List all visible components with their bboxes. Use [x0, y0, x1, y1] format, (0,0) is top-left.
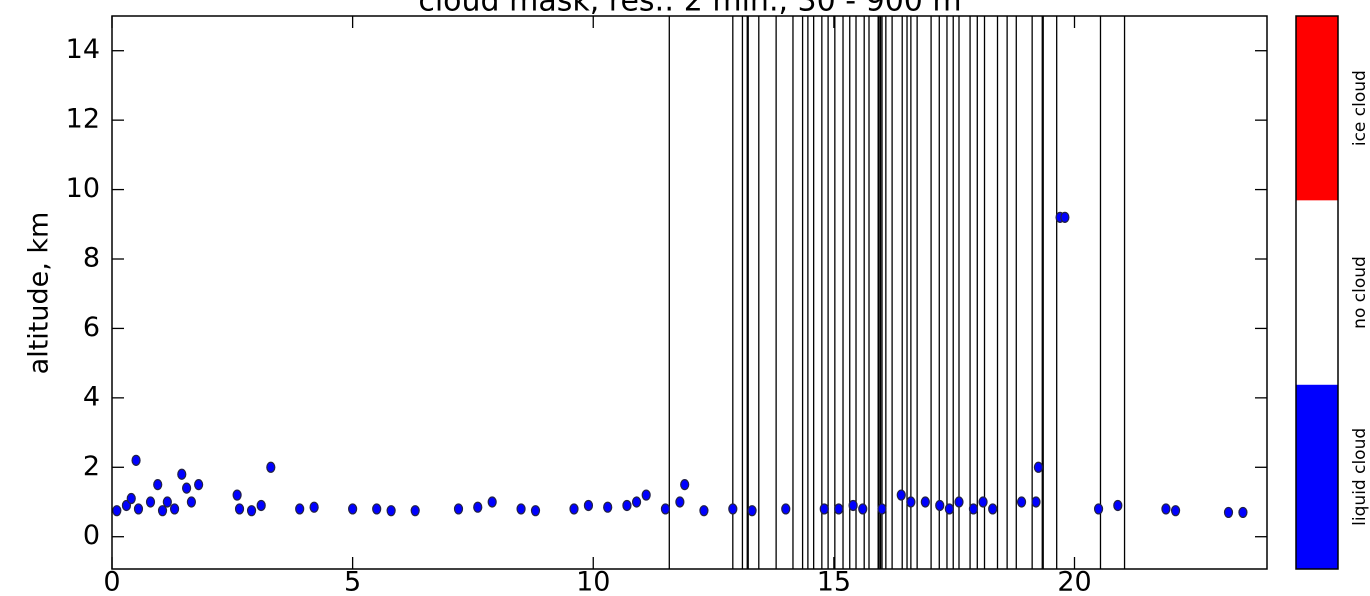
cloud-patch [641, 489, 651, 501]
cloud-patch [680, 479, 690, 491]
x-tick-label: 10 [576, 567, 610, 596]
cloud-patch [386, 505, 396, 517]
cloud-patch [1016, 496, 1027, 508]
cloud-patch [295, 503, 305, 515]
cloud-patch [728, 503, 738, 515]
cloud-patch [194, 479, 204, 491]
cloud-patch [569, 503, 579, 515]
cloud-patch [583, 499, 594, 512]
cloud-patch [877, 503, 887, 515]
cloud-patch [232, 489, 242, 501]
cloud-patch [935, 499, 945, 512]
x-tick-label: 5 [344, 567, 361, 596]
cloud-patch [169, 503, 180, 515]
y-tick-label: 14 [66, 34, 100, 65]
cloud-patch [186, 496, 197, 508]
cloud-patch [631, 496, 642, 508]
cloud-patch [660, 503, 671, 515]
cloud-patch [1060, 211, 1070, 223]
cloud-patch [920, 496, 930, 508]
x-tick-label: 20 [1057, 567, 1091, 596]
cloud-patch [834, 503, 844, 515]
cloud-patch [954, 496, 964, 508]
cloud-patch [1223, 506, 1234, 519]
cloud-patch [622, 499, 632, 512]
colorbar-frame [1295, 15, 1339, 570]
cloud-patch [516, 503, 526, 515]
cloud-patch [906, 496, 916, 508]
cloud-patch [699, 505, 709, 517]
cloud-patch [858, 503, 868, 515]
plot-frame [111, 15, 1268, 570]
colorbar-label: liquid cloud [1350, 428, 1370, 526]
cloud-patch [1031, 496, 1041, 508]
colorbar-segment [1296, 384, 1338, 569]
cloud-patch [372, 503, 382, 515]
cloud-patch [177, 468, 187, 480]
cloud-patch [153, 479, 163, 491]
cloud-patch [266, 461, 276, 473]
colorbar-segment [1296, 16, 1338, 201]
colorbar-label: no cloud [1350, 256, 1370, 329]
y-tick-label: 4 [83, 381, 100, 412]
cloud-patch [1161, 503, 1171, 515]
cloud-patch [530, 505, 541, 517]
cloud-patch [157, 505, 168, 517]
y-tick-label: 2 [83, 451, 100, 482]
cloud-patch [1113, 499, 1123, 512]
cloud-patch [603, 501, 613, 513]
cloud-patch [410, 505, 420, 517]
cloud-patch [131, 454, 141, 466]
cloud-patch [968, 503, 979, 515]
y-tick-label: 8 [83, 243, 100, 274]
cloud-patch [145, 496, 156, 508]
cloud-patch [1093, 503, 1104, 515]
y-tick-label: 0 [83, 520, 100, 551]
cloud-patch [348, 503, 358, 515]
cloud-patch [126, 492, 136, 505]
x-tick-label: 15 [817, 567, 851, 596]
cloud-patch [848, 499, 858, 512]
cloud-patch [181, 482, 192, 494]
cloud-patch [234, 503, 245, 515]
cloud-patch [1170, 505, 1181, 517]
cloud-patch [309, 501, 319, 513]
cloud-patch [453, 503, 464, 515]
cloud-patch [747, 505, 757, 517]
cloud-patch [896, 489, 906, 501]
cloud-patch [487, 496, 497, 508]
cloud-patch [133, 503, 144, 515]
cloud-patch [978, 496, 988, 508]
y-tick-label: 6 [83, 312, 100, 343]
cloud-patch [1033, 461, 1044, 473]
chart-title: cloud mask, res.: 2 min., 30 - 900 m [418, 0, 961, 19]
cloud-patch [675, 496, 685, 508]
colorbar-segment [1296, 200, 1338, 385]
cloud-patch [819, 503, 829, 515]
cloud-patch [1238, 506, 1248, 519]
y-tick-label: 12 [66, 104, 100, 135]
cloud-patch [473, 501, 483, 513]
y-tick-label: 10 [66, 173, 100, 204]
cloud-patch [112, 505, 122, 517]
cloud-patch [944, 503, 954, 515]
cloud-patch [246, 505, 257, 517]
y-axis-label: altitude, km [24, 212, 55, 375]
cloud-patch [256, 499, 266, 512]
cloud-patch [988, 503, 998, 515]
cloud-patch [781, 503, 791, 515]
cloud-patch [162, 496, 172, 508]
colorbar-label: ice cloud [1350, 70, 1370, 146]
x-tick-label: 0 [103, 567, 120, 596]
